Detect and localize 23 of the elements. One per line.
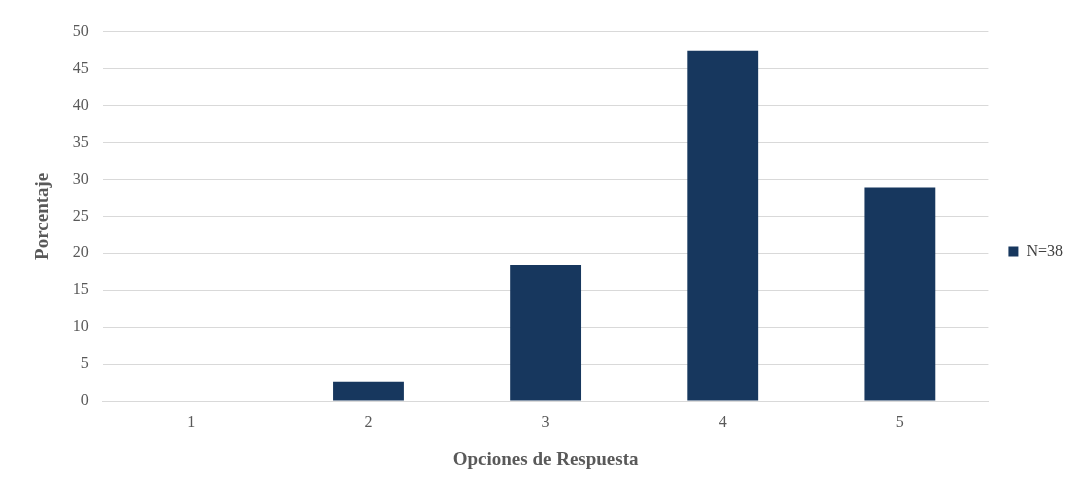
y-tick-label: 10 <box>72 317 89 335</box>
y-tick-label: 45 <box>72 58 89 76</box>
y-tick-label: 30 <box>72 169 89 187</box>
x-tick-label: 4 <box>718 412 727 430</box>
y-tick-label: 25 <box>72 206 89 224</box>
x-tick-label: 1 <box>187 412 196 430</box>
y-tick-label: 15 <box>72 280 89 298</box>
y-tick-label: 5 <box>80 354 89 372</box>
y-tick-label: 50 <box>72 21 89 39</box>
y-tick-label: 0 <box>80 391 89 409</box>
x-axis-title: Opciones de Respuesta <box>452 447 639 469</box>
x-tick-label: 2 <box>364 412 373 430</box>
x-tick-label: 5 <box>895 412 904 430</box>
y-axis-title: Porcentaje <box>31 172 53 260</box>
bar <box>687 50 759 401</box>
y-tick-label: 20 <box>72 243 89 261</box>
bar <box>864 187 936 401</box>
bar <box>333 381 404 401</box>
x-tick-label: 3 <box>541 412 550 430</box>
y-tick-label: 35 <box>72 132 89 150</box>
y-tick-label: 40 <box>72 95 89 113</box>
legend-label: N=38 <box>1026 241 1063 259</box>
bar <box>510 265 582 401</box>
